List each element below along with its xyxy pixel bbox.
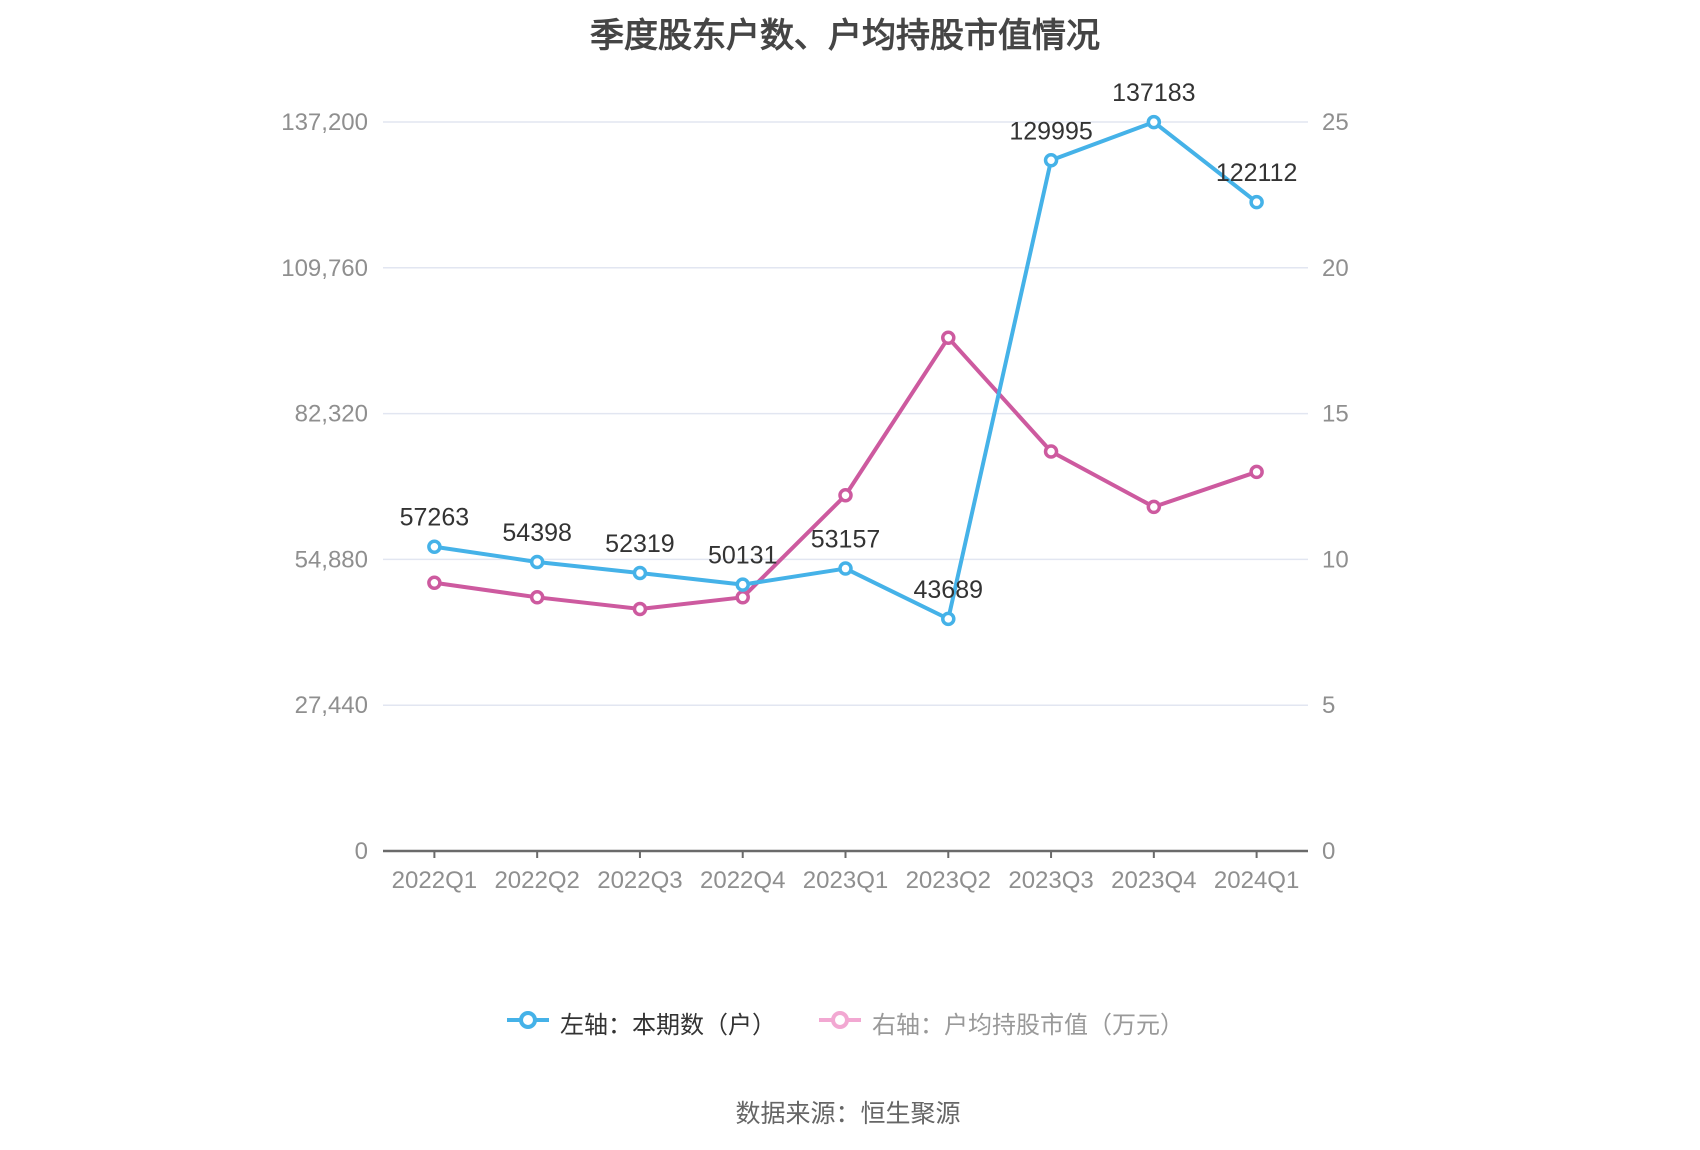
data-source-note: 数据来源：恒生聚源: [735, 1100, 961, 1128]
x-axis-category-label: 2022Q4: [700, 867, 785, 894]
left-axis-tick-label: 54,880: [295, 546, 368, 573]
left-axis-labels: 0 27,440 54,880 82,320 109,760 137,200: [281, 109, 368, 865]
data-point-label: 137183: [1112, 79, 1195, 107]
legend-label-shareholder-count: 左轴：本期数（户）: [560, 1012, 776, 1039]
data-point-marker[interactable]: [427, 575, 442, 590]
data-point-marker[interactable]: [1043, 153, 1059, 168]
data-point-label: 50131: [708, 542, 778, 570]
x-axis-category-label: 2022Q1: [392, 867, 477, 894]
data-point-marker[interactable]: [1249, 464, 1264, 480]
data-point-marker[interactable]: [1043, 444, 1059, 459]
right-axis-tick-label: 10: [1322, 546, 1349, 573]
data-point-marker[interactable]: [941, 330, 956, 346]
data-point-marker[interactable]: [632, 601, 648, 617]
legend-line-marker-icon: [818, 1010, 862, 1035]
legend-item-avg-holding-value[interactable]: 右轴：户均持股市值（万元）: [818, 1005, 1184, 1040]
x-axis-category-label: 2023Q4: [1111, 867, 1196, 894]
right-axis-labels: 0 5 10 15 20 25: [1322, 109, 1349, 865]
right-axis-tick-label: 0: [1322, 838, 1335, 865]
right-axis-tick-label: 15: [1322, 401, 1349, 428]
data-point-marker[interactable]: [735, 590, 750, 605]
right-axis-tick-label: 25: [1322, 109, 1349, 136]
x-axis-category-label: 2022Q2: [494, 867, 579, 894]
legend-line-marker-icon: [506, 1010, 550, 1035]
x-axis-category-label: 2024Q1: [1214, 867, 1299, 894]
data-point-marker[interactable]: [1146, 499, 1162, 515]
data-point-marker[interactable]: [529, 590, 545, 605]
data-point-label: 54398: [502, 519, 572, 547]
chart-title: 季度股东户数、户均持股市值情况: [590, 17, 1100, 55]
legend-label-avg-holding-value: 右轴：户均持股市值（万元）: [872, 1012, 1184, 1039]
data-point-label: 43689: [914, 576, 984, 604]
data-point-marker[interactable]: [427, 539, 442, 554]
legend: 左轴：本期数（户） 右轴：户均持股市值（万元）: [506, 1005, 1184, 1040]
x-axis-labels: 2022Q1 2022Q2 2022Q3 2022Q4 2023Q1 2023Q2 2023…: [392, 867, 1300, 894]
data-point-marker[interactable]: [735, 577, 750, 592]
data-point-marker[interactable]: [632, 565, 648, 581]
data-point-marker[interactable]: [941, 611, 956, 627]
data-point-marker[interactable]: [838, 487, 853, 503]
data-point-marker[interactable]: [1146, 114, 1162, 130]
x-axis: [383, 849, 1308, 858]
gridlines: [383, 121, 1308, 706]
data-point-marker[interactable]: [529, 554, 545, 570]
data-point-label: 57263: [400, 504, 470, 532]
data-point-label: 122112: [1216, 159, 1298, 187]
left-axis-tick-label: 109,760: [281, 255, 368, 282]
x-axis-category-label: 2023Q3: [1008, 867, 1093, 894]
x-axis-category-label: 2023Q2: [906, 867, 991, 894]
left-axis-tick-label: 0: [355, 838, 368, 865]
data-point-label: 52319: [605, 530, 675, 558]
data-point-label: 53157: [811, 526, 881, 554]
left-axis-tick-label: 82,320: [295, 401, 368, 428]
left-axis-tick-label: 27,440: [295, 692, 368, 719]
series-shareholder-count: 57263 54398 52319 50131 53157 43689 129995 1371…: [400, 79, 1298, 627]
right-axis-tick-label: 20: [1322, 255, 1349, 282]
right-axis-tick-label: 5: [1322, 692, 1335, 719]
data-point-label: 129995: [1009, 117, 1092, 145]
data-point-marker[interactable]: [1249, 194, 1264, 210]
data-point-marker[interactable]: [838, 561, 853, 576]
x-axis-category-label: 2022Q3: [597, 867, 682, 894]
left-axis-tick-label: 137,200: [281, 109, 368, 136]
x-axis-category-label: 2023Q1: [803, 867, 888, 894]
legend-item-shareholder-count[interactable]: 左轴：本期数（户）: [506, 1005, 776, 1040]
